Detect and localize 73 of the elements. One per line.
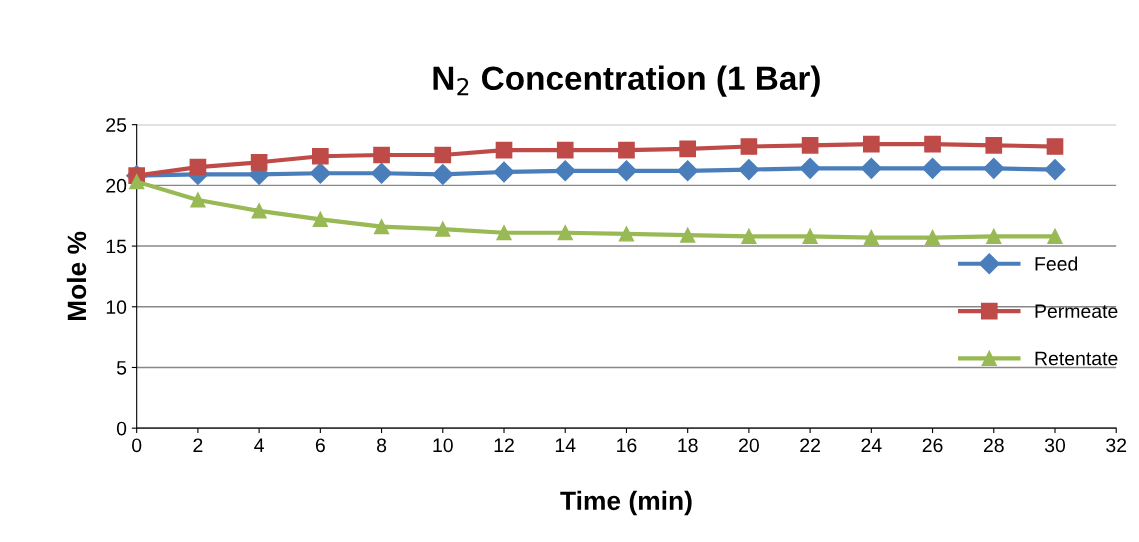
point (554, 160, 576, 182)
point (924, 229, 941, 246)
point (618, 226, 635, 242)
x-tick-label: 6 (315, 438, 325, 453)
point (371, 162, 393, 184)
y-tick-label: 5 (116, 361, 127, 375)
point (802, 228, 818, 244)
x-tick-label: 20 (739, 438, 759, 453)
point (799, 157, 821, 179)
point (983, 157, 1005, 179)
x-tick-label: 16 (617, 438, 637, 453)
y-tick-label: 25 (106, 118, 127, 132)
x-tick-label: 12 (494, 438, 514, 452)
y-tick-label: 15 (106, 239, 127, 254)
point (557, 225, 573, 241)
y-tick-label: 0 (116, 421, 127, 436)
point (1044, 159, 1066, 181)
x-tick-label: 0 (132, 438, 142, 453)
point (432, 163, 454, 185)
x-tick-label: 32 (1106, 438, 1127, 453)
y-tick-label: 20 (106, 178, 127, 193)
point (251, 203, 267, 219)
point (615, 160, 637, 182)
legend-label: Retentate (1035, 351, 1118, 366)
legend-label: Feed (1035, 256, 1078, 271)
point (922, 157, 944, 179)
x-tick-label: 4 (254, 438, 264, 452)
point (312, 211, 328, 227)
point (190, 192, 206, 208)
point (741, 228, 757, 244)
point (679, 140, 697, 158)
x-tick-label: 22 (800, 438, 820, 452)
point (556, 141, 574, 159)
point (986, 228, 1002, 244)
y-axis-title: Mole % (66, 231, 87, 321)
y-tick-label: 10 (106, 300, 127, 315)
point (312, 147, 329, 165)
point (738, 159, 760, 181)
point (860, 157, 882, 179)
x-tick-label: 2 (193, 438, 203, 452)
point (985, 136, 1003, 154)
point (435, 221, 451, 237)
legend-label: Permeate (1035, 304, 1118, 319)
point (1047, 228, 1063, 244)
point (495, 141, 513, 159)
point (189, 158, 207, 176)
x-tick-label: 24 (861, 438, 882, 452)
point (434, 146, 452, 164)
x-tick-label: 14 (555, 438, 576, 452)
point (863, 135, 880, 153)
point (863, 229, 879, 246)
x-tick-label: 18 (678, 438, 698, 453)
x-tick-label: 30 (1044, 438, 1066, 453)
point (309, 162, 331, 184)
point (680, 227, 696, 243)
point (1046, 138, 1064, 155)
point (129, 174, 145, 190)
x-tick-label: 10 (433, 438, 453, 453)
point (250, 153, 268, 171)
point (373, 219, 390, 235)
point (740, 138, 758, 155)
point (618, 141, 635, 159)
x-tick-label: 28 (983, 438, 1004, 453)
point (373, 146, 390, 164)
point (496, 225, 512, 241)
x-tick-label: 26 (922, 438, 943, 453)
point (924, 135, 941, 153)
point (677, 160, 699, 182)
x-axis-title: Time (min) (560, 490, 692, 516)
point (801, 136, 819, 154)
chart-title: N$_{2}$ Concentration (1 Bar) (433, 65, 820, 97)
point (493, 161, 515, 183)
x-tick-label: 8 (377, 438, 387, 453)
